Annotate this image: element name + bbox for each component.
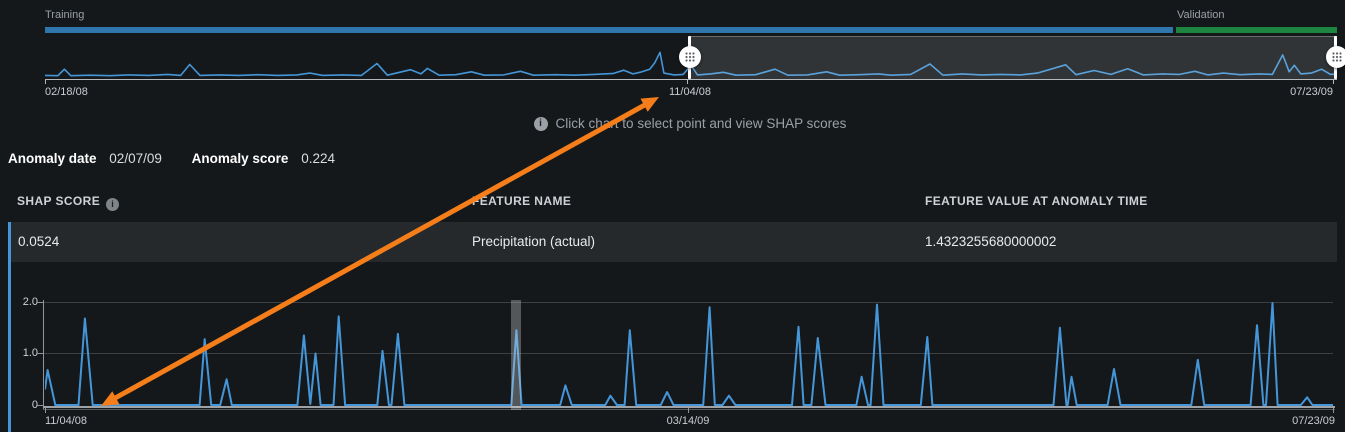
detail-y-tick-label: 1.0: [22, 347, 38, 359]
detail-x-axis-border: [43, 409, 1335, 410]
detail-x-axis: [43, 406, 1335, 408]
validation-period-bar: [1176, 27, 1337, 33]
brush-selection-region[interactable]: [690, 36, 1337, 79]
detail-y-tick: [37, 302, 43, 303]
detail-x-tick: [1333, 408, 1334, 413]
detail-x-tick-label: 11/04/08: [45, 415, 88, 427]
detail-y-tick: [37, 353, 43, 354]
feature-value-cell: 1.4323255680000002: [925, 234, 1057, 249]
overview-x-tick: [1333, 80, 1334, 84]
selected-point-band[interactable]: [511, 300, 521, 410]
gridline: [44, 302, 1333, 303]
overview-x-tick: [687, 80, 688, 84]
drag-grip-icon: [1332, 52, 1342, 62]
info-icon: [106, 197, 120, 211]
overview-x-tick: [45, 80, 46, 84]
feature-name-header: FEATURE NAME: [472, 194, 572, 208]
gridline: [44, 353, 1333, 354]
overview-chart[interactable]: [44, 35, 1345, 85]
detail-x-tick: [688, 408, 689, 413]
shap-score-header: SHAP SCORE: [17, 194, 120, 211]
anomaly-date-value: 02/07/09: [109, 151, 162, 166]
anomaly-score-label: Anomaly score: [191, 151, 289, 166]
training-period-bar: [45, 27, 1173, 33]
detail-chart[interactable]: [45, 301, 1333, 407]
selected-row-indicator: [8, 222, 11, 432]
overview-x-tick-label: 07/23/09: [1290, 86, 1333, 98]
anomaly-date-label: Anomaly date: [8, 151, 97, 166]
brush-left-handle-knob[interactable]: [679, 46, 701, 68]
detail-x-tick: [45, 408, 46, 413]
overview-x-tick-label: 02/18/08: [45, 86, 88, 98]
feature-value-header: FEATURE VALUE AT ANOMALY TIME: [925, 194, 1148, 208]
overview-x-tick-label: 11/04/08: [668, 86, 711, 98]
drag-grip-icon: [685, 52, 695, 62]
detail-y-tick-label: 2.0: [22, 296, 38, 308]
shap-score-cell: 0.0524: [18, 234, 60, 249]
anomaly-score-value: 0.224: [301, 151, 335, 166]
detail-y-tick-label: 0: [31, 399, 38, 411]
anomaly-summary: Anomaly date 02/07/09 Anomaly score 0.22…: [8, 151, 335, 166]
brush-right-handle-knob[interactable]: [1326, 46, 1345, 68]
validation-segment-label: Validation: [1177, 9, 1225, 21]
chart-hint-text: Click chart to select point and view SHA…: [555, 116, 847, 131]
detail-y-tick: [37, 405, 43, 406]
training-segment-label: Training: [45, 9, 85, 21]
detail-x-tick-label: 07/23/09: [1292, 415, 1335, 427]
shap-table-header: SHAP SCORE FEATURE NAME FEATURE VALUE AT…: [0, 190, 1345, 216]
table-row[interactable]: 0.0524 Precipitation (actual) 1.43232556…: [8, 222, 1337, 262]
detail-y-axis: [43, 300, 44, 410]
detail-x-tick-label: 03/14/09: [666, 415, 710, 427]
chart-hint: Click chart to select point and view SHA…: [0, 116, 1345, 131]
overview-x-axis: [45, 79, 1337, 80]
info-icon: [533, 116, 548, 131]
overview-line-series: [44, 51, 1338, 77]
feature-name-cell: Precipitation (actual): [472, 234, 596, 249]
